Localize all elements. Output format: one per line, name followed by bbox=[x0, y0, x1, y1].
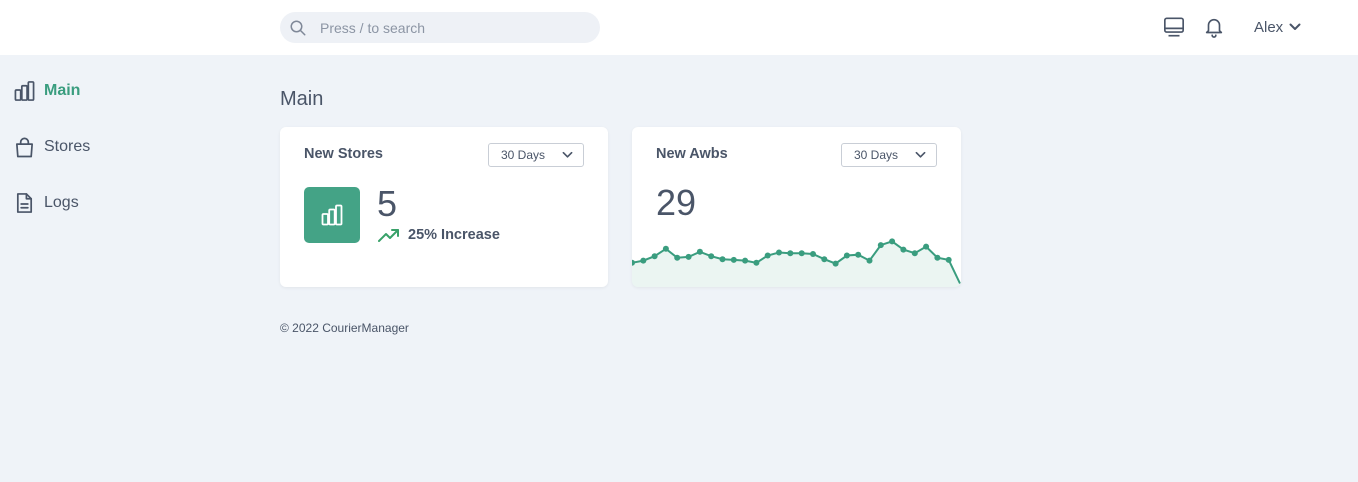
top-bar: Alex bbox=[0, 0, 1358, 55]
sparkline-point bbox=[696, 248, 703, 255]
sparkline-point bbox=[730, 256, 737, 263]
sparkline-point bbox=[662, 245, 669, 252]
bar-chart-icon bbox=[321, 204, 343, 226]
user-menu[interactable]: Alex bbox=[1254, 17, 1301, 37]
footer-copyright: © 2022 CourierManager bbox=[280, 321, 409, 335]
sidebar-item-label: Logs bbox=[44, 194, 79, 211]
card-title: New Stores bbox=[304, 146, 383, 162]
trend-indicator: 25% Increase bbox=[378, 225, 500, 245]
awbs-sparkline-chart bbox=[632, 238, 961, 287]
shopping-bag-icon bbox=[16, 137, 33, 158]
user-name: Alex bbox=[1254, 18, 1284, 36]
sparkline-point bbox=[674, 254, 681, 261]
sparkline-point bbox=[708, 253, 715, 260]
sparkline-point bbox=[719, 256, 726, 263]
sparkline-point bbox=[855, 251, 862, 258]
sparkline-point bbox=[632, 259, 635, 266]
stat-value: 5 bbox=[377, 183, 398, 224]
bar-chart-icon bbox=[14, 81, 35, 101]
sparkline-point bbox=[945, 256, 952, 263]
sidebar-item-main[interactable]: Main bbox=[14, 78, 80, 104]
sidebar-item-label: Stores bbox=[44, 138, 91, 155]
chevron-down-icon bbox=[915, 151, 926, 158]
search-box[interactable] bbox=[280, 12, 600, 43]
chevron-down-icon bbox=[562, 151, 573, 158]
card-title: New Awbs bbox=[656, 146, 728, 162]
sparkline-point bbox=[877, 242, 884, 249]
sparkline-point bbox=[776, 249, 782, 256]
sidebar-item-label: Main bbox=[44, 82, 81, 99]
search-icon bbox=[290, 20, 306, 36]
sparkline-point bbox=[798, 250, 805, 257]
sparkline-point bbox=[934, 254, 941, 261]
sparkline-point bbox=[685, 253, 692, 260]
sparkline-point bbox=[753, 259, 760, 266]
sparkline-point bbox=[832, 260, 839, 267]
sparkline-point bbox=[900, 246, 907, 253]
sparkline-point bbox=[640, 257, 647, 264]
sparkline-point bbox=[764, 252, 771, 259]
sparkline-point bbox=[651, 253, 658, 260]
sidebar-item-logs[interactable]: Logs bbox=[14, 190, 79, 216]
new-stores-card: New Stores 30 Days 5 25% Increase bbox=[280, 127, 608, 287]
sparkline-point bbox=[923, 243, 930, 250]
stat-tile bbox=[304, 187, 360, 243]
sparkline-point bbox=[911, 250, 918, 257]
search-input[interactable] bbox=[320, 12, 590, 43]
new-awbs-card: New Awbs 30 Days 29 bbox=[632, 127, 961, 287]
stat-value: 29 bbox=[656, 182, 697, 223]
trending-up-icon bbox=[378, 229, 399, 242]
bell-icon[interactable] bbox=[1203, 15, 1225, 39]
chevron-down-icon bbox=[1289, 23, 1301, 30]
period-select-value: 30 Days bbox=[501, 148, 546, 162]
sparkline-point bbox=[866, 257, 873, 264]
sparkline-point bbox=[843, 252, 850, 259]
sparkline-point bbox=[821, 256, 828, 263]
period-select[interactable]: 30 Days bbox=[488, 143, 584, 167]
sidebar-item-stores[interactable]: Stores bbox=[14, 134, 90, 160]
sparkline-point bbox=[810, 251, 816, 257]
page-title: Main bbox=[280, 88, 324, 110]
document-icon bbox=[16, 193, 33, 213]
sparkline-point bbox=[787, 250, 794, 257]
sparkline-point bbox=[742, 257, 749, 264]
period-select-value: 30 Days bbox=[854, 148, 899, 162]
monitor-icon[interactable] bbox=[1163, 15, 1185, 39]
sparkline-area bbox=[632, 241, 960, 287]
sparkline-point bbox=[889, 238, 896, 245]
period-select[interactable]: 30 Days bbox=[841, 143, 937, 167]
trend-label: 25% Increase bbox=[408, 227, 500, 243]
